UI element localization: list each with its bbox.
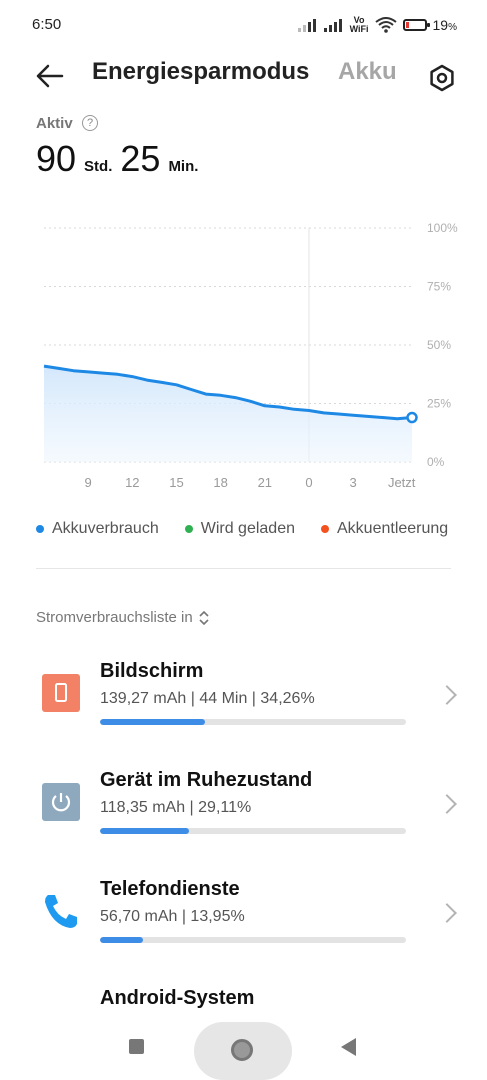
x-tick-label: 15 (169, 475, 183, 490)
usage-bar (100, 828, 406, 834)
page-title: Energiesparmodus (92, 58, 310, 85)
screen-icon (42, 674, 80, 712)
active-duration: 90 Std. 25 Min. (36, 138, 198, 180)
usage-bar (100, 719, 406, 725)
list-item-subtitle: 56,70 mAh | 13,95% (100, 908, 245, 925)
list-item[interactable]: Telefondienste 56,70 mAh | 13,95% (0, 868, 487, 968)
hours-value: 90 (36, 138, 77, 179)
help-icon[interactable]: ? (82, 115, 98, 131)
legend-label: Akkuentleerung (337, 520, 449, 537)
list-item-title: Bildschirm (100, 660, 204, 682)
list-item[interactable]: Gerät im Ruhezustand 118,35 mAh | 29,11% (0, 759, 487, 859)
back-triangle-icon[interactable] (341, 1038, 356, 1056)
active-label: Aktiv (36, 115, 73, 132)
legend-label: Akkuverbrauch (52, 520, 159, 537)
hours-unit: Std. (84, 158, 113, 175)
list-item-subtitle: 118,35 mAh | 29,11% (100, 799, 252, 816)
wifi-icon (374, 17, 397, 33)
usage-bar-fill (100, 719, 205, 725)
x-tick-label: 0 (305, 475, 312, 490)
home-circle-icon (231, 1039, 253, 1061)
usage-bar-fill (100, 937, 143, 943)
current-point-marker (406, 411, 418, 424)
list-sort-selector[interactable]: Stromverbrauchsliste in (36, 609, 209, 626)
x-tick-label: 18 (213, 475, 227, 490)
x-tick-label: 12 (125, 475, 139, 490)
legend-item: Wird geladen (184, 520, 295, 538)
y-tick-label: 0% (427, 455, 445, 469)
gear-icon[interactable] (428, 64, 456, 92)
list-item-subtitle: 139,27 mAh | 44 Min | 34,26% (100, 690, 315, 707)
usage-bar (100, 937, 406, 943)
signal-icon (297, 18, 318, 32)
list-item-title: Telefondienste (100, 878, 240, 900)
list-item-title: Android-System (100, 987, 255, 1009)
recents-square-icon[interactable] (129, 1039, 144, 1054)
signal-icon-2 (323, 18, 344, 32)
vowifi-badge: Vo WiFi (349, 15, 369, 34)
status-time: 6:50 (32, 16, 62, 33)
x-tick-label: Jetzt (388, 475, 416, 490)
tab-akku[interactable]: Akku (338, 58, 397, 85)
chart-legend: Akkuverbrauch Wird geladen Akkuentleerung (36, 520, 448, 538)
y-tick-label: 50% (427, 338, 451, 352)
chevron-right-icon (437, 685, 457, 705)
x-tick-label: 9 (85, 475, 92, 490)
series-line (43, 364, 413, 421)
legend-label: Wird geladen (200, 520, 295, 537)
chevron-right-icon (437, 903, 457, 923)
minutes-unit: Min. (168, 158, 199, 175)
series-area (44, 366, 412, 462)
chevron-right-icon (437, 794, 457, 814)
list-header-label: Stromverbrauchsliste in (36, 609, 193, 626)
legend-dot (184, 525, 193, 533)
home-button[interactable] (194, 1022, 292, 1080)
legend-item: Akkuentleerung (321, 520, 448, 538)
legend-item: Akkuverbrauch (36, 520, 159, 538)
phone-icon (42, 892, 80, 930)
sort-chevrons-icon (199, 610, 209, 625)
list-item[interactable]: Bildschirm 139,27 mAh | 44 Min | 34,26% (0, 650, 487, 750)
x-tick-label: 21 (258, 475, 272, 490)
battery-percent: 19% (432, 17, 457, 33)
battery-icon (402, 19, 430, 31)
usage-bar-fill (100, 828, 190, 834)
list-item-title: Gerät im Ruhezustand (100, 769, 313, 791)
y-tick-label: 75% (427, 280, 451, 294)
legend-dot (321, 525, 329, 533)
battery-chart: 100% 75% 50% 25% 0% 9 12 15 18 21 0 3 Jetzt (43, 221, 458, 490)
y-tick-label: 25% (427, 397, 451, 411)
y-tick-label: 100% (427, 221, 458, 235)
status-icons: Vo WiFi 19% (297, 14, 457, 36)
navigation-bar (0, 1022, 487, 1080)
legend-dot (36, 525, 44, 533)
minutes-value: 25 (120, 138, 161, 179)
back-arrow-icon[interactable] (34, 60, 66, 92)
x-tick-label: 3 (350, 475, 357, 490)
power-icon (42, 783, 80, 821)
divider (36, 568, 451, 569)
